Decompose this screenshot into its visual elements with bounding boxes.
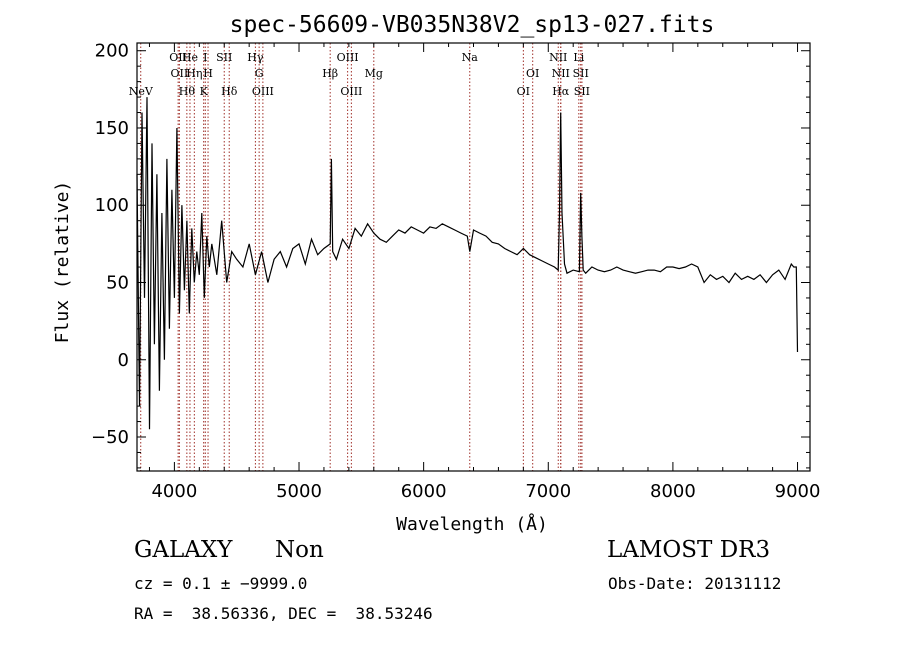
marker-label-7: K bbox=[200, 85, 209, 98]
marker-label-13: G bbox=[255, 67, 264, 80]
plot-frame bbox=[136, 42, 811, 472]
marker-label-6: Hη bbox=[186, 67, 202, 80]
marker-label-16: OIII bbox=[337, 51, 359, 64]
marker-label-26: SII bbox=[573, 67, 589, 80]
x-tick-label-2: 6000 bbox=[401, 481, 447, 502]
marker-label-8: I bbox=[203, 51, 207, 64]
spectral-line-markers bbox=[140, 43, 583, 471]
marker-label-11: Hδ bbox=[221, 85, 238, 98]
object-class: GALAXY bbox=[134, 537, 233, 563]
y-tick-label-4: 150 bbox=[95, 118, 129, 139]
x-tick-label-4: 8000 bbox=[650, 481, 696, 502]
y-tick-label-0: −50 bbox=[91, 427, 129, 448]
marker-label-14: OIII bbox=[252, 85, 274, 98]
x-axis-ticks: 4000 5000 6000 7000 8000 9000 bbox=[148, 43, 821, 502]
y-axis-label: Flux (relative) bbox=[52, 181, 73, 344]
marker-label-17: OIII bbox=[340, 85, 362, 98]
x-tick-label-1: 5000 bbox=[276, 481, 322, 502]
marker-label-27: SII bbox=[574, 85, 590, 98]
x-tick-label-5: 9000 bbox=[775, 481, 821, 502]
marker-label-22: NII bbox=[549, 51, 567, 64]
marker-label-3: OII bbox=[171, 67, 189, 80]
obs-date: Obs-Date: 20131112 bbox=[608, 574, 782, 593]
y-tick-label-5: 200 bbox=[95, 41, 129, 62]
marker-label-9: H bbox=[203, 67, 213, 80]
y-tick-label-3: 100 bbox=[95, 195, 129, 216]
survey-name: LAMOST DR3 bbox=[607, 537, 771, 563]
marker-label-25: Li bbox=[573, 51, 584, 64]
marker-label-21: OI bbox=[526, 67, 539, 80]
chart-title: spec-56609-VB035N38V2_sp13-027.fits bbox=[230, 12, 715, 38]
x-axis-label: Wavelength (Å) bbox=[396, 513, 548, 535]
marker-label-2: OII bbox=[169, 51, 187, 64]
redshift-line: cz = 0.1 ± −9999.0 bbox=[134, 574, 308, 593]
marker-label-18: Mg bbox=[365, 67, 383, 80]
marker-label-15: Hβ bbox=[322, 67, 338, 80]
y-axis-ticks: −50 0 50 100 150 200 bbox=[91, 41, 810, 469]
marker-label-19: Na bbox=[462, 51, 479, 64]
marker-label-10: SII bbox=[216, 51, 232, 64]
x-tick-label-3: 7000 bbox=[525, 481, 571, 502]
y-tick-label-1: 0 bbox=[118, 350, 129, 371]
marker-label-23: NII bbox=[552, 67, 570, 80]
flux-series-line bbox=[136, 97, 799, 430]
y-tick-label-2: 50 bbox=[106, 272, 129, 293]
object-subclass: Non bbox=[275, 537, 324, 563]
marker-label-12: Hγ bbox=[247, 51, 264, 64]
spectral-line-labels: NeVOIIOIIHθHeHηKIHSIIHδHγGOIIIHβOIIIOIII… bbox=[129, 51, 590, 98]
marker-label-20: OI bbox=[517, 85, 530, 98]
marker-label-4: Hθ bbox=[179, 85, 196, 98]
marker-label-24: Hα bbox=[552, 85, 570, 98]
x-tick-label-0: 4000 bbox=[151, 481, 197, 502]
ra-dec-line: RA = 38.56336, DEC = 38.53246 bbox=[134, 604, 433, 623]
marker-label-0: NeV bbox=[129, 85, 154, 98]
marker-label-5: He bbox=[182, 51, 198, 64]
